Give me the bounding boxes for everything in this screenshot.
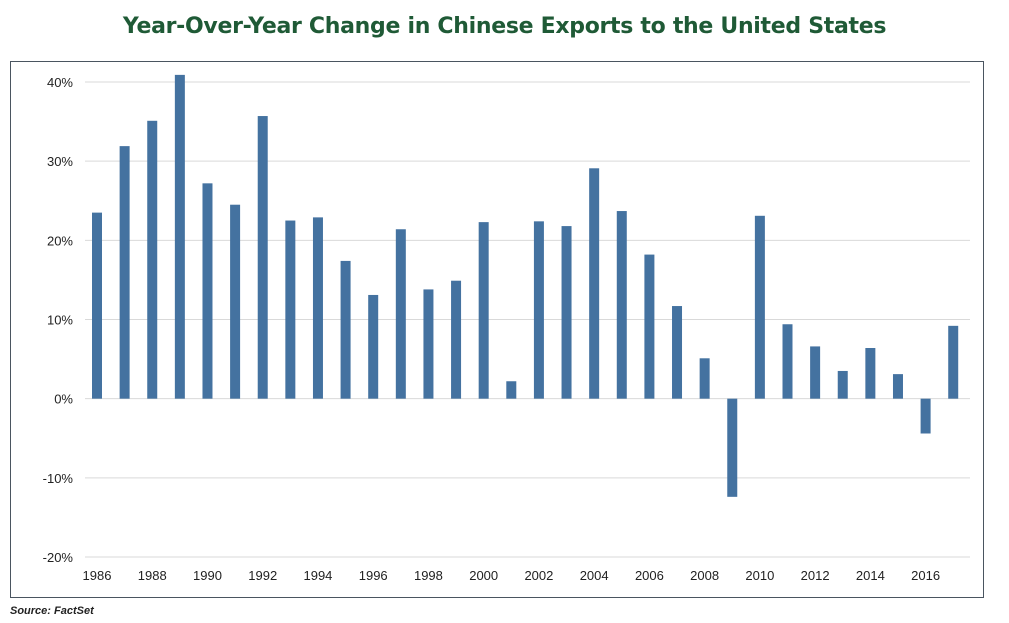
x-tick-label: 2002 [524, 568, 553, 583]
bar-1991 [230, 204, 241, 399]
bar-2005 [616, 211, 627, 399]
y-axis-labels: 40% 30% 20% 10% 0% -10% -20% [43, 75, 74, 565]
bar-2004 [589, 168, 600, 399]
bar-2011 [782, 324, 793, 399]
x-tick-label: 2000 [469, 568, 498, 583]
bar-1997 [395, 229, 406, 399]
x-tick-label: 2016 [911, 568, 940, 583]
y-tick-label: -20% [43, 550, 74, 565]
y-tick-label: -10% [43, 471, 74, 486]
bar-2015 [892, 374, 903, 399]
bar-1989 [174, 74, 185, 399]
bar-2006 [644, 254, 655, 399]
x-tick-label: 1990 [193, 568, 222, 583]
bar-2016 [920, 398, 931, 434]
bar-2001 [506, 381, 517, 399]
bar-2007 [672, 306, 683, 399]
x-tick-label: 1998 [414, 568, 443, 583]
bar-2012 [810, 346, 821, 399]
x-tick-label: 1994 [303, 568, 332, 583]
bar-1988 [147, 120, 158, 399]
bar-2009 [727, 398, 738, 497]
bar-2002 [533, 221, 544, 399]
x-tick-label: 1986 [83, 568, 112, 583]
bar-2003 [561, 226, 572, 399]
chart-title: Year-Over-Year Change in Chinese Exports… [122, 14, 887, 39]
y-tick-label: 30% [47, 154, 73, 169]
x-tick-label: 2010 [745, 568, 774, 583]
y-tick-label: 20% [47, 233, 73, 248]
bar-1990 [202, 183, 213, 399]
x-axis-labels: 1986 1988 1990 1992 1994 1996 1998 2000 2002 2004… [83, 568, 941, 583]
source-note: Source: FactSet [10, 605, 94, 617]
bars [92, 74, 959, 497]
bar-1993 [285, 220, 296, 399]
bar-2013 [837, 370, 848, 399]
x-tick-label: 2006 [635, 568, 664, 583]
bar-1994 [312, 217, 323, 399]
y-tick-label: 0% [54, 392, 73, 407]
bar-1996 [368, 294, 379, 399]
x-tick-label: 2012 [801, 568, 830, 583]
bar-1992 [257, 116, 268, 399]
bar-2014 [865, 348, 876, 399]
x-tick-label: 1996 [359, 568, 388, 583]
bar-1999 [451, 280, 462, 399]
x-tick-label: 1992 [248, 568, 277, 583]
gridlines [85, 81, 970, 558]
x-tick-label: 2008 [690, 568, 719, 583]
bar-1986 [92, 212, 102, 399]
y-tick-label: 10% [47, 313, 73, 328]
x-tick-label: 1988 [138, 568, 167, 583]
bar-1987 [119, 146, 130, 399]
bar-2000 [478, 222, 489, 399]
bar-2008 [699, 358, 710, 399]
x-tick-label: 2014 [856, 568, 885, 583]
bar-1998 [423, 289, 434, 399]
bar-1995 [340, 260, 351, 399]
x-tick-label: 2004 [580, 568, 609, 583]
y-tick-label: 40% [47, 75, 73, 90]
plot-frame [10, 61, 984, 598]
bar-2010 [754, 215, 765, 399]
bar-2017 [948, 325, 959, 399]
